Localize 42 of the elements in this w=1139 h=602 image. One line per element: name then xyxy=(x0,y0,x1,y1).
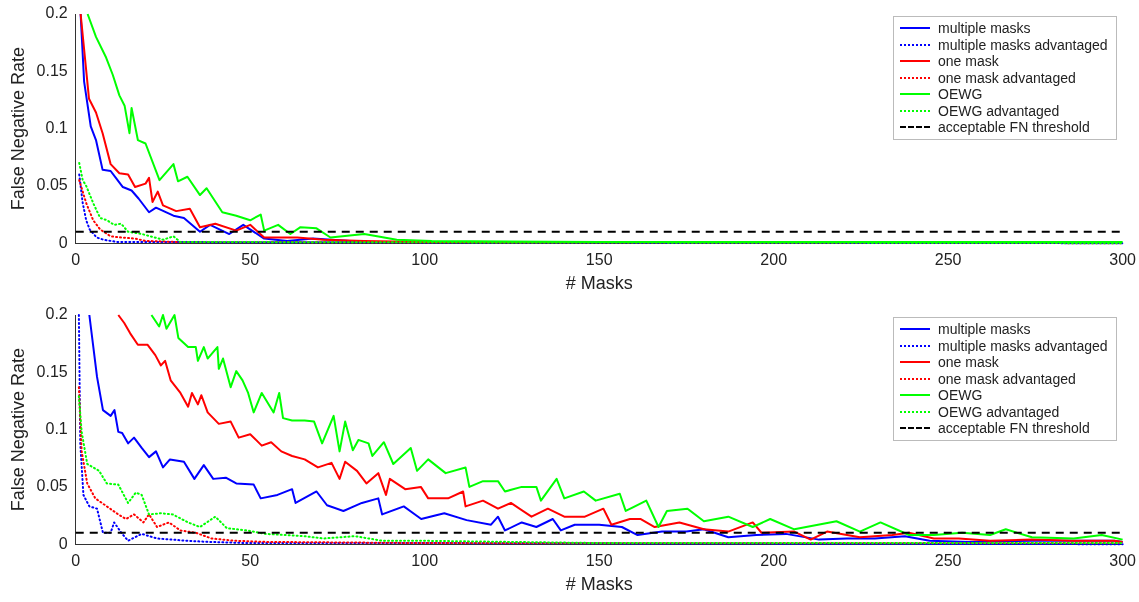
legend-label: multiple masks xyxy=(938,321,1031,338)
y-tick-label: 0.05 xyxy=(36,176,68,194)
legend-label: acceptable FN threshold xyxy=(938,420,1090,437)
x-tick-label: 0 xyxy=(71,552,81,570)
y-tick-label: 0.1 xyxy=(45,119,68,137)
x-tick-label: 100 xyxy=(411,552,439,570)
legend-label: acceptable FN threshold xyxy=(938,119,1090,136)
legend-label: OEWG advantaged xyxy=(938,403,1060,420)
x-tick-label: 300 xyxy=(1109,552,1137,570)
x-tick-label: 200 xyxy=(760,552,788,570)
legend-label: one mask xyxy=(938,53,999,70)
legend-label: multiple masks advantaged xyxy=(938,36,1108,53)
legend-label: OEWG xyxy=(938,86,983,103)
x-tick-label: 150 xyxy=(585,552,613,570)
legend-label: multiple masks xyxy=(938,20,1031,37)
x-tick-label: 250 xyxy=(934,552,962,570)
x-tick-label: 0 xyxy=(71,251,81,269)
x-axis-title: # Masks xyxy=(565,273,633,294)
y-tick-label: 0.05 xyxy=(36,477,68,495)
y-tick-label: 0.2 xyxy=(45,305,68,323)
y-tick-label: 0 xyxy=(58,534,68,552)
x-tick-label: 50 xyxy=(241,552,260,570)
x-tick-label: 50 xyxy=(241,251,260,269)
y-axis-title: False Negative Rate xyxy=(7,47,28,211)
y-axis-title: False Negative Rate xyxy=(7,348,28,512)
y-tick-label: 0.2 xyxy=(45,4,68,22)
x-tick-label: 100 xyxy=(411,251,439,269)
y-tick-label: 0.15 xyxy=(36,61,68,79)
x-axis-title: # Masks xyxy=(565,574,633,595)
legend-label: one mask advantaged xyxy=(938,69,1076,86)
y-tick-label: 0.15 xyxy=(36,362,68,380)
legend-label: multiple masks advantaged xyxy=(938,337,1108,354)
y-tick-label: 0 xyxy=(58,233,68,251)
legend-label: OEWG xyxy=(938,387,983,404)
legend-label: one mask xyxy=(938,354,999,371)
x-tick-label: 250 xyxy=(934,251,962,269)
legend-label: one mask advantaged xyxy=(938,370,1076,387)
x-tick-label: 200 xyxy=(760,251,788,269)
x-tick-label: 300 xyxy=(1109,251,1137,269)
x-tick-label: 150 xyxy=(585,251,613,269)
legend-label: OEWG advantaged xyxy=(938,102,1060,119)
y-tick-label: 0.1 xyxy=(45,420,68,438)
